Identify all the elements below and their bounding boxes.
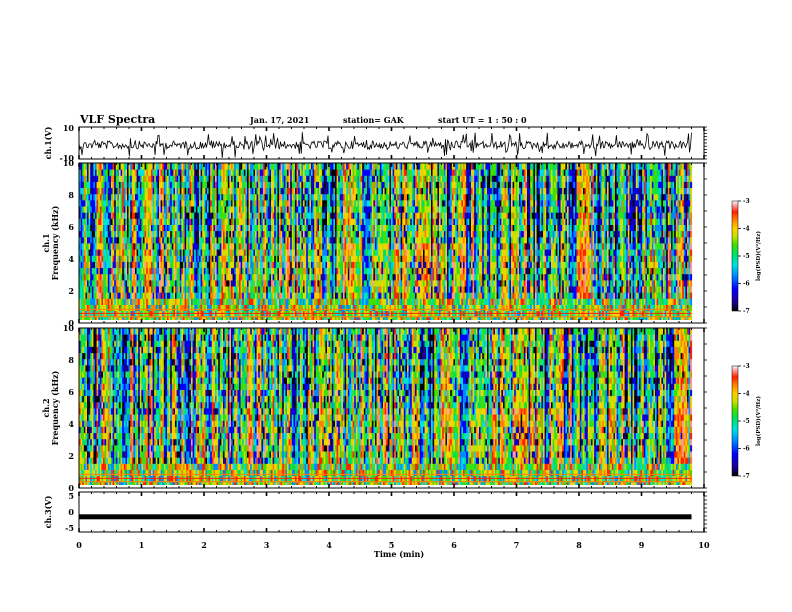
figure-title: VLF Spectra: [79, 113, 155, 126]
ch1-spectrogram-image: [79, 163, 704, 323]
ch1-colorbar: -3 -4 -5 -6 -7 log(PSD)(V²/Hz): [732, 198, 762, 315]
vlf-figure: VLF Spectra Jan. 17, 2021 station= GAK s…: [0, 0, 792, 612]
frequency-tick-label: 2: [68, 451, 74, 461]
ch3-waveform-trace: [79, 514, 692, 519]
ch3-waveform-panel: 5 0 -5 ch.3(V): [43, 491, 707, 533]
colorbar-tick-label: -3: [743, 198, 750, 205]
time-tick-label: 10: [698, 540, 710, 550]
ch1-spectrogram-ylabel-frequency: Frequency (kHz): [50, 205, 60, 280]
time-tick-label: 0: [76, 540, 82, 550]
colorbar-tick-label: -6: [743, 446, 750, 453]
time-tick-label: 8: [576, 540, 582, 550]
time-tick-label: 1: [139, 540, 145, 550]
colorbar-tick-label: -5: [743, 418, 750, 425]
time-tick-label: 3: [264, 540, 270, 550]
colorbar-tick-label: -7: [743, 308, 750, 315]
start-time-label: start UT = 1 : 50 : 0: [438, 115, 527, 125]
frequency-tick-label: 6: [68, 387, 74, 397]
colorbar-tick-label: -5: [743, 253, 750, 260]
ch1-waveform-panel: 10 -10 ch.1(V): [43, 123, 707, 163]
ch2-spectrogram-image: [79, 328, 704, 488]
time-tick-label: 7: [514, 540, 520, 550]
frequency-tick-label: 10: [63, 323, 75, 333]
ch1-colorbar-label: log(PSD)(V²/Hz): [755, 231, 762, 281]
time-tick-label: 9: [639, 540, 645, 550]
frequency-tick-label: 4: [68, 419, 74, 429]
time-axis-label: Time (min): [374, 549, 424, 559]
ch2-colorbar: -3 -4 -5 -6 -7 log(PSD)(V²/Hz): [732, 363, 762, 480]
frequency-tick-label: 10: [63, 158, 75, 168]
time-tick-label: 6: [451, 540, 457, 550]
ch3-ytick-0: 0: [68, 507, 74, 517]
frequency-tick-label: 4: [68, 254, 74, 264]
ch2-colorbar-label: log(PSD)(V²/Hz): [755, 396, 762, 446]
ch1-waveform-ylabel: ch.1(V): [43, 126, 53, 159]
colorbar-tick-label: -7: [743, 473, 750, 480]
colorbar-tick-label: -4: [743, 226, 750, 233]
ch1-waveform-line: [79, 132, 692, 158]
ch1-waveform-trace: [79, 132, 692, 158]
ch3-ytick-neg5: -5: [65, 523, 74, 533]
ch2-colorbar-ticks: -3 -4 -5 -6 -7: [738, 363, 750, 480]
ch3-ytick-5: 5: [68, 491, 74, 501]
station-label: station= GAK: [343, 115, 405, 125]
colorbar-tick-label: -6: [743, 281, 750, 288]
ch2-spectrogram-ylabel-frequency: Frequency (kHz): [50, 370, 60, 445]
time-tick-label: 2: [201, 540, 207, 550]
time-tick-label: 4: [326, 540, 332, 550]
date-label: Jan. 17, 2021: [249, 115, 309, 125]
frequency-tick-label: 8: [68, 190, 74, 200]
frequency-tick-label: 8: [68, 355, 74, 365]
colorbar-tick-label: -3: [743, 363, 750, 370]
ch3-waveform-ticks: [79, 492, 707, 532]
ch1-colorbar-ticks: -3 -4 -5 -6 -7: [738, 198, 750, 315]
frequency-tick-label: 6: [68, 222, 74, 232]
ch3-waveform-ylabel: ch.3(V): [43, 495, 53, 528]
colorbar-tick-label: -4: [743, 391, 750, 398]
ch1-waveform-ticks: [79, 127, 707, 159]
frequency-tick-label: 2: [68, 286, 74, 296]
ch1-ytick-top: 10: [63, 123, 75, 133]
